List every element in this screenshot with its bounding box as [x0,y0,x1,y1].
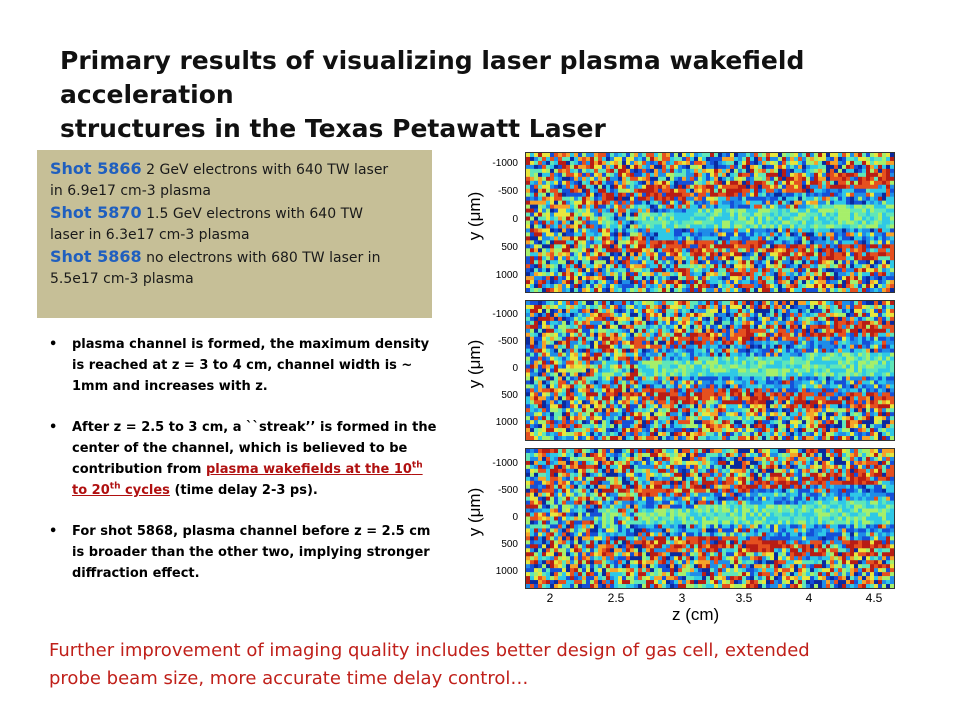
plasma-image-3 [526,449,894,588]
shot-3-desc-a: no electrons with 680 TW laser in [141,250,381,266]
panel-1-ytick: 0 [512,214,518,225]
x-tick: 4 [805,591,813,605]
footer-note: Further improvement of imaging quality i… [49,637,929,693]
footer-line-2: probe beam size, more accurate time dela… [49,668,529,689]
bullet-dot: • [49,420,58,435]
panel-3-ytick: -1000 [492,458,518,469]
shot-3-desc-b: 5.5e17 cm-3 plasma [50,271,194,287]
panel-3-ytick: 0 [512,512,518,523]
shot-1-desc-b: in 6.9e17 cm-3 plasma [50,183,211,199]
finding-3-text: For shot 5868, plasma channel before z =… [72,524,431,581]
panel-2-ytick: 0 [512,363,518,374]
plasma-image-2 [526,301,894,440]
finding-1: • plasma channel is formed, the maximum d… [49,334,439,397]
x-axis-label: z (cm) [672,605,720,624]
finding-2-post: (time delay 2-3 ps). [169,483,318,498]
plasma-panel-shot-5868 [525,448,895,589]
link-part-a: plasma wakefields at the 10 [206,462,412,477]
wakefield-link[interactable]: plasma wakefields at the 10th to 20th cy… [72,460,423,498]
finding-3: • For shot 5868, plasma channel before z … [49,521,439,584]
x-tick: 2.5 [607,591,625,605]
shot-2-desc-b: laser in 6.3e17 cm-3 plasma [50,227,250,243]
shot-2: Shot 5870 1.5 GeV electrons with 640 TW [50,202,420,225]
x-tick: 3.5 [735,591,753,605]
finding-2: • After z = 2.5 to 3 cm, a ``streak’’ is … [49,417,439,501]
x-tick: 4.5 [865,591,883,605]
shot-info-box: Shot 5866 2 GeV electrons with 640 TW la… [37,150,432,318]
panel-1-ylabel: y (μm) [465,191,484,241]
panel-1-ytick: -500 [497,186,518,197]
bullet-dot: • [49,337,58,352]
plasma-image-1 [526,153,894,292]
shot-3: Shot 5868 no electrons with 680 TW laser… [50,246,420,269]
shot-1: Shot 5866 2 GeV electrons with 640 TW la… [50,158,420,181]
finding-2-pre: After z = 2.5 to 3 cm, a ``streak’’ is f… [72,420,437,477]
link-sup-1: th [411,460,423,471]
page-title: Primary results of visualizing laser pla… [60,44,940,146]
x-tick: 2 [546,591,554,605]
x-tick: 3 [678,591,686,605]
title-line-1: Primary results of visualizing laser pla… [60,46,805,109]
shot-2-desc-a: 1.5 GeV electrons with 640 TW [141,206,363,222]
link-sup-2: th [109,481,121,492]
panel-2-ytick: -500 [497,336,518,347]
plasma-panel-shot-5866 [525,152,895,293]
panel-1-ytick: -1000 [492,158,518,169]
panel-1-ytick: 500 [501,242,518,253]
shot-2-label: Shot 5870 [50,203,142,222]
panel-3-ylabel: y (μm) [465,487,484,537]
shot-3-label: Shot 5868 [50,247,142,266]
link-part-b: to 20 [72,483,110,498]
panel-2-ylabel: y (μm) [465,339,484,389]
title-line-2: structures in the Texas Petawatt Laser [60,114,606,143]
link-part-c: cycles [120,483,170,498]
panel-3-ytick: 1000 [495,566,518,577]
findings-list: • plasma channel is formed, the maximum d… [49,334,439,604]
shot-1-desc-a: 2 GeV electrons with 640 TW laser [141,162,389,178]
panel-2-ytick: 500 [501,390,518,401]
shot-1-label: Shot 5866 [50,159,142,178]
panel-3-ytick: 500 [501,539,518,550]
footer-line-1: Further improvement of imaging quality i… [49,640,810,661]
finding-1-text: plasma channel is formed, the maximum de… [72,337,430,394]
panel-3-ytick: -500 [497,485,518,496]
panel-2-ytick: 1000 [495,417,518,428]
plasma-image-figure: y (μm) -1000 -500 0 500 1000 y (μm) -100… [462,146,895,624]
plasma-panel-shot-5870 [525,300,895,441]
bullet-dot: • [49,524,58,539]
panel-1-ytick: 1000 [495,270,518,281]
panel-2-ytick: -1000 [492,309,518,320]
